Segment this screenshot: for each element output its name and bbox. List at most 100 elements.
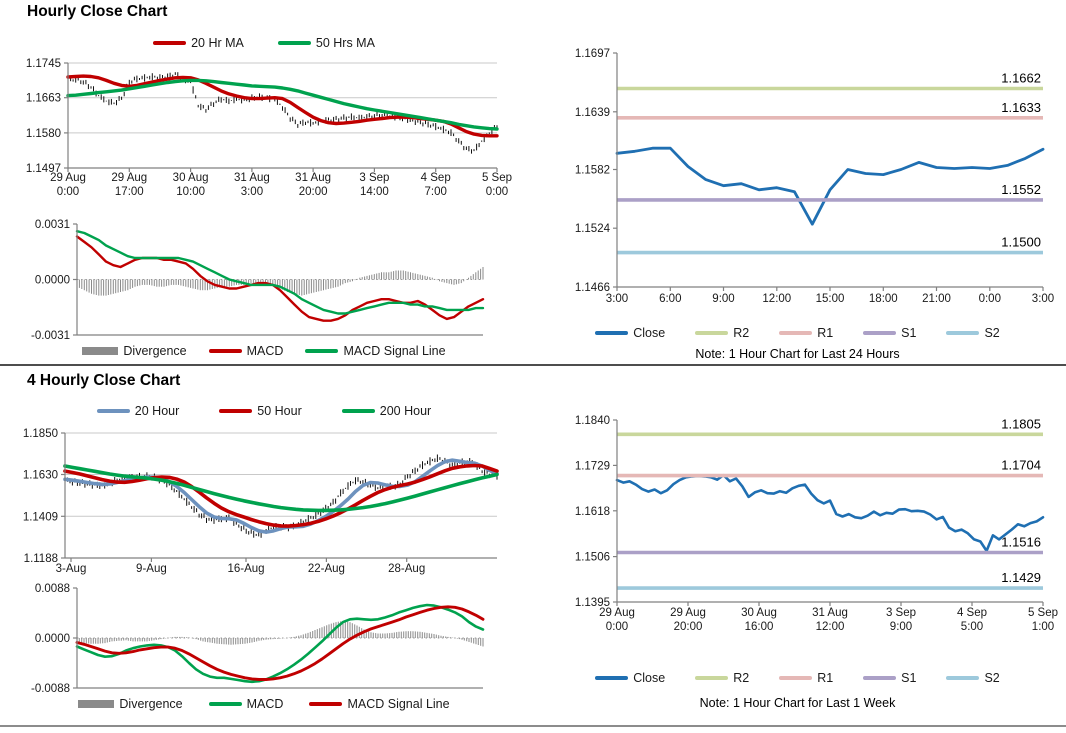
svg-text:5 Sep: 5 Sep xyxy=(482,172,512,184)
four-hourly-section-title: 4 Hourly Close Chart xyxy=(27,372,181,389)
legend-item-s2: S2 xyxy=(946,671,1000,685)
daily-pivot-legend: Close R2 R1 S1 S2 xyxy=(545,326,1050,340)
legend-label: R2 xyxy=(733,671,750,685)
svg-text:30 Aug: 30 Aug xyxy=(173,172,209,184)
svg-text:1.1850: 1.1850 xyxy=(23,428,58,440)
50-hrs-ma-swatch-icon xyxy=(277,41,311,45)
svg-text:3 Sep: 3 Sep xyxy=(359,172,389,184)
macd-swatch-icon xyxy=(208,349,242,353)
svg-text:1.1466: 1.1466 xyxy=(575,282,610,294)
legend-item-s1: S1 xyxy=(863,326,916,340)
svg-text:1.1729: 1.1729 xyxy=(575,460,610,472)
legend-item-macd: MACD xyxy=(208,344,284,358)
svg-text:1.1618: 1.1618 xyxy=(575,506,610,518)
legend-label: Close xyxy=(633,671,666,685)
r2-swatch-icon xyxy=(695,331,729,335)
legend-label: Divergence xyxy=(123,344,187,358)
svg-text:1.1630: 1.1630 xyxy=(23,470,58,482)
close-swatch-icon xyxy=(595,676,629,680)
legend-item-s2: S2 xyxy=(946,326,1000,340)
legend-item-macd: MACD xyxy=(208,697,283,711)
legend-label: Close xyxy=(633,326,666,340)
four-hourly-price-legend: 20 Hour 50 Hour 200 Hour xyxy=(18,404,510,418)
legend-label: 50 Hour xyxy=(257,404,302,418)
svg-text:-0.0088: -0.0088 xyxy=(31,683,70,695)
s1-swatch-icon xyxy=(863,331,897,335)
svg-text:5 Sep: 5 Sep xyxy=(1028,607,1058,619)
svg-text:29 Aug: 29 Aug xyxy=(670,607,706,619)
svg-text:3-Aug: 3-Aug xyxy=(56,563,87,575)
svg-text:0:00: 0:00 xyxy=(979,293,1001,305)
r1-swatch-icon xyxy=(779,331,813,335)
legend-label: Divergence xyxy=(119,697,183,711)
svg-text:9:00: 9:00 xyxy=(712,293,734,305)
legend-label: R2 xyxy=(733,326,750,340)
legend-label: MACD Signal Line xyxy=(347,697,450,711)
legend-item-20-hr-ma: 20 Hr MA xyxy=(153,36,244,50)
daily-pivot-note: Note: 1 Hour Chart for Last 24 Hours xyxy=(695,347,900,361)
svg-text:15:00: 15:00 xyxy=(816,293,845,305)
legend-item-20-hour: 20 Hour xyxy=(96,404,179,418)
svg-text:1.1409: 1.1409 xyxy=(23,511,58,523)
section-divider xyxy=(0,364,1066,366)
svg-text:1.1662: 1.1662 xyxy=(1001,71,1041,86)
svg-text:20:00: 20:00 xyxy=(674,621,703,633)
divergence-swatch-icon xyxy=(78,700,115,708)
svg-text:1.1840: 1.1840 xyxy=(575,415,610,427)
20-hr-ma-swatch-icon xyxy=(153,41,187,45)
svg-text:3 Sep: 3 Sep xyxy=(886,607,916,619)
svg-text:10:00: 10:00 xyxy=(176,186,205,198)
weekly-pivot-legend: Close R2 R1 S1 S2 xyxy=(545,671,1050,685)
svg-text:0.0031: 0.0031 xyxy=(35,219,70,231)
svg-text:1.1524: 1.1524 xyxy=(575,223,611,235)
svg-text:3:00: 3:00 xyxy=(241,186,263,198)
svg-text:16-Aug: 16-Aug xyxy=(227,563,264,575)
legend-item-r1: R1 xyxy=(779,671,833,685)
legend-label: MACD Signal Line xyxy=(343,344,446,358)
legend-item-r1: R1 xyxy=(779,326,833,340)
legend-item-r2: R2 xyxy=(695,326,749,340)
svg-text:0:00: 0:00 xyxy=(606,621,628,633)
svg-text:4 Sep: 4 Sep xyxy=(421,172,451,184)
r1-swatch-icon xyxy=(779,676,813,680)
svg-text:1.1395: 1.1395 xyxy=(575,597,610,609)
200-hour-swatch-icon xyxy=(341,409,375,413)
svg-text:31 Aug: 31 Aug xyxy=(295,172,331,184)
svg-text:0:00: 0:00 xyxy=(486,186,508,198)
s2-swatch-icon xyxy=(946,676,980,680)
svg-text:16:00: 16:00 xyxy=(745,621,774,633)
legend-label: 20 Hr MA xyxy=(191,36,244,50)
weekly-pivot-chart: 1.1805 1.1704 1.1516 1.1429 1.1840 1.1729 1.16… xyxy=(575,415,1058,633)
svg-text:1.1580: 1.1580 xyxy=(26,128,61,140)
svg-text:31 Aug: 31 Aug xyxy=(812,607,848,619)
svg-text:9-Aug: 9-Aug xyxy=(136,563,167,575)
svg-text:1.1429: 1.1429 xyxy=(1001,570,1041,585)
macd-signal-line-swatch-icon xyxy=(309,702,343,706)
legend-item-50-hrs-ma: 50 Hrs MA xyxy=(277,36,375,50)
legend-label: S1 xyxy=(901,326,917,340)
r2-swatch-icon xyxy=(695,676,729,680)
svg-text:12:00: 12:00 xyxy=(762,293,791,305)
svg-text:14:00: 14:00 xyxy=(360,186,389,198)
svg-text:29 Aug: 29 Aug xyxy=(111,172,147,184)
svg-text:31 Aug: 31 Aug xyxy=(234,172,270,184)
svg-text:3:00: 3:00 xyxy=(606,293,628,305)
50-hour-swatch-icon xyxy=(219,409,253,413)
legend-label: MACD xyxy=(246,344,284,358)
svg-text:0.0088: 0.0088 xyxy=(35,583,70,595)
legend-label: 50 Hrs MA xyxy=(315,36,375,50)
legend-label: R1 xyxy=(817,671,834,685)
svg-text:17:00: 17:00 xyxy=(115,186,144,198)
hourly-macd-legend: Divergence MACD MACD Signal Line xyxy=(18,344,510,358)
svg-text:1.1697: 1.1697 xyxy=(575,48,610,60)
macd-signal-line-swatch-icon xyxy=(305,349,339,353)
legend-item-close: Close xyxy=(595,326,665,340)
svg-text:1.1745: 1.1745 xyxy=(26,58,61,70)
20-hour-swatch-icon xyxy=(96,409,130,413)
svg-text:0.0000: 0.0000 xyxy=(35,633,70,645)
s1-swatch-icon xyxy=(863,676,897,680)
legend-label: S1 xyxy=(901,671,917,685)
svg-text:1.1516: 1.1516 xyxy=(1001,535,1041,550)
svg-text:0.0000: 0.0000 xyxy=(35,275,70,287)
